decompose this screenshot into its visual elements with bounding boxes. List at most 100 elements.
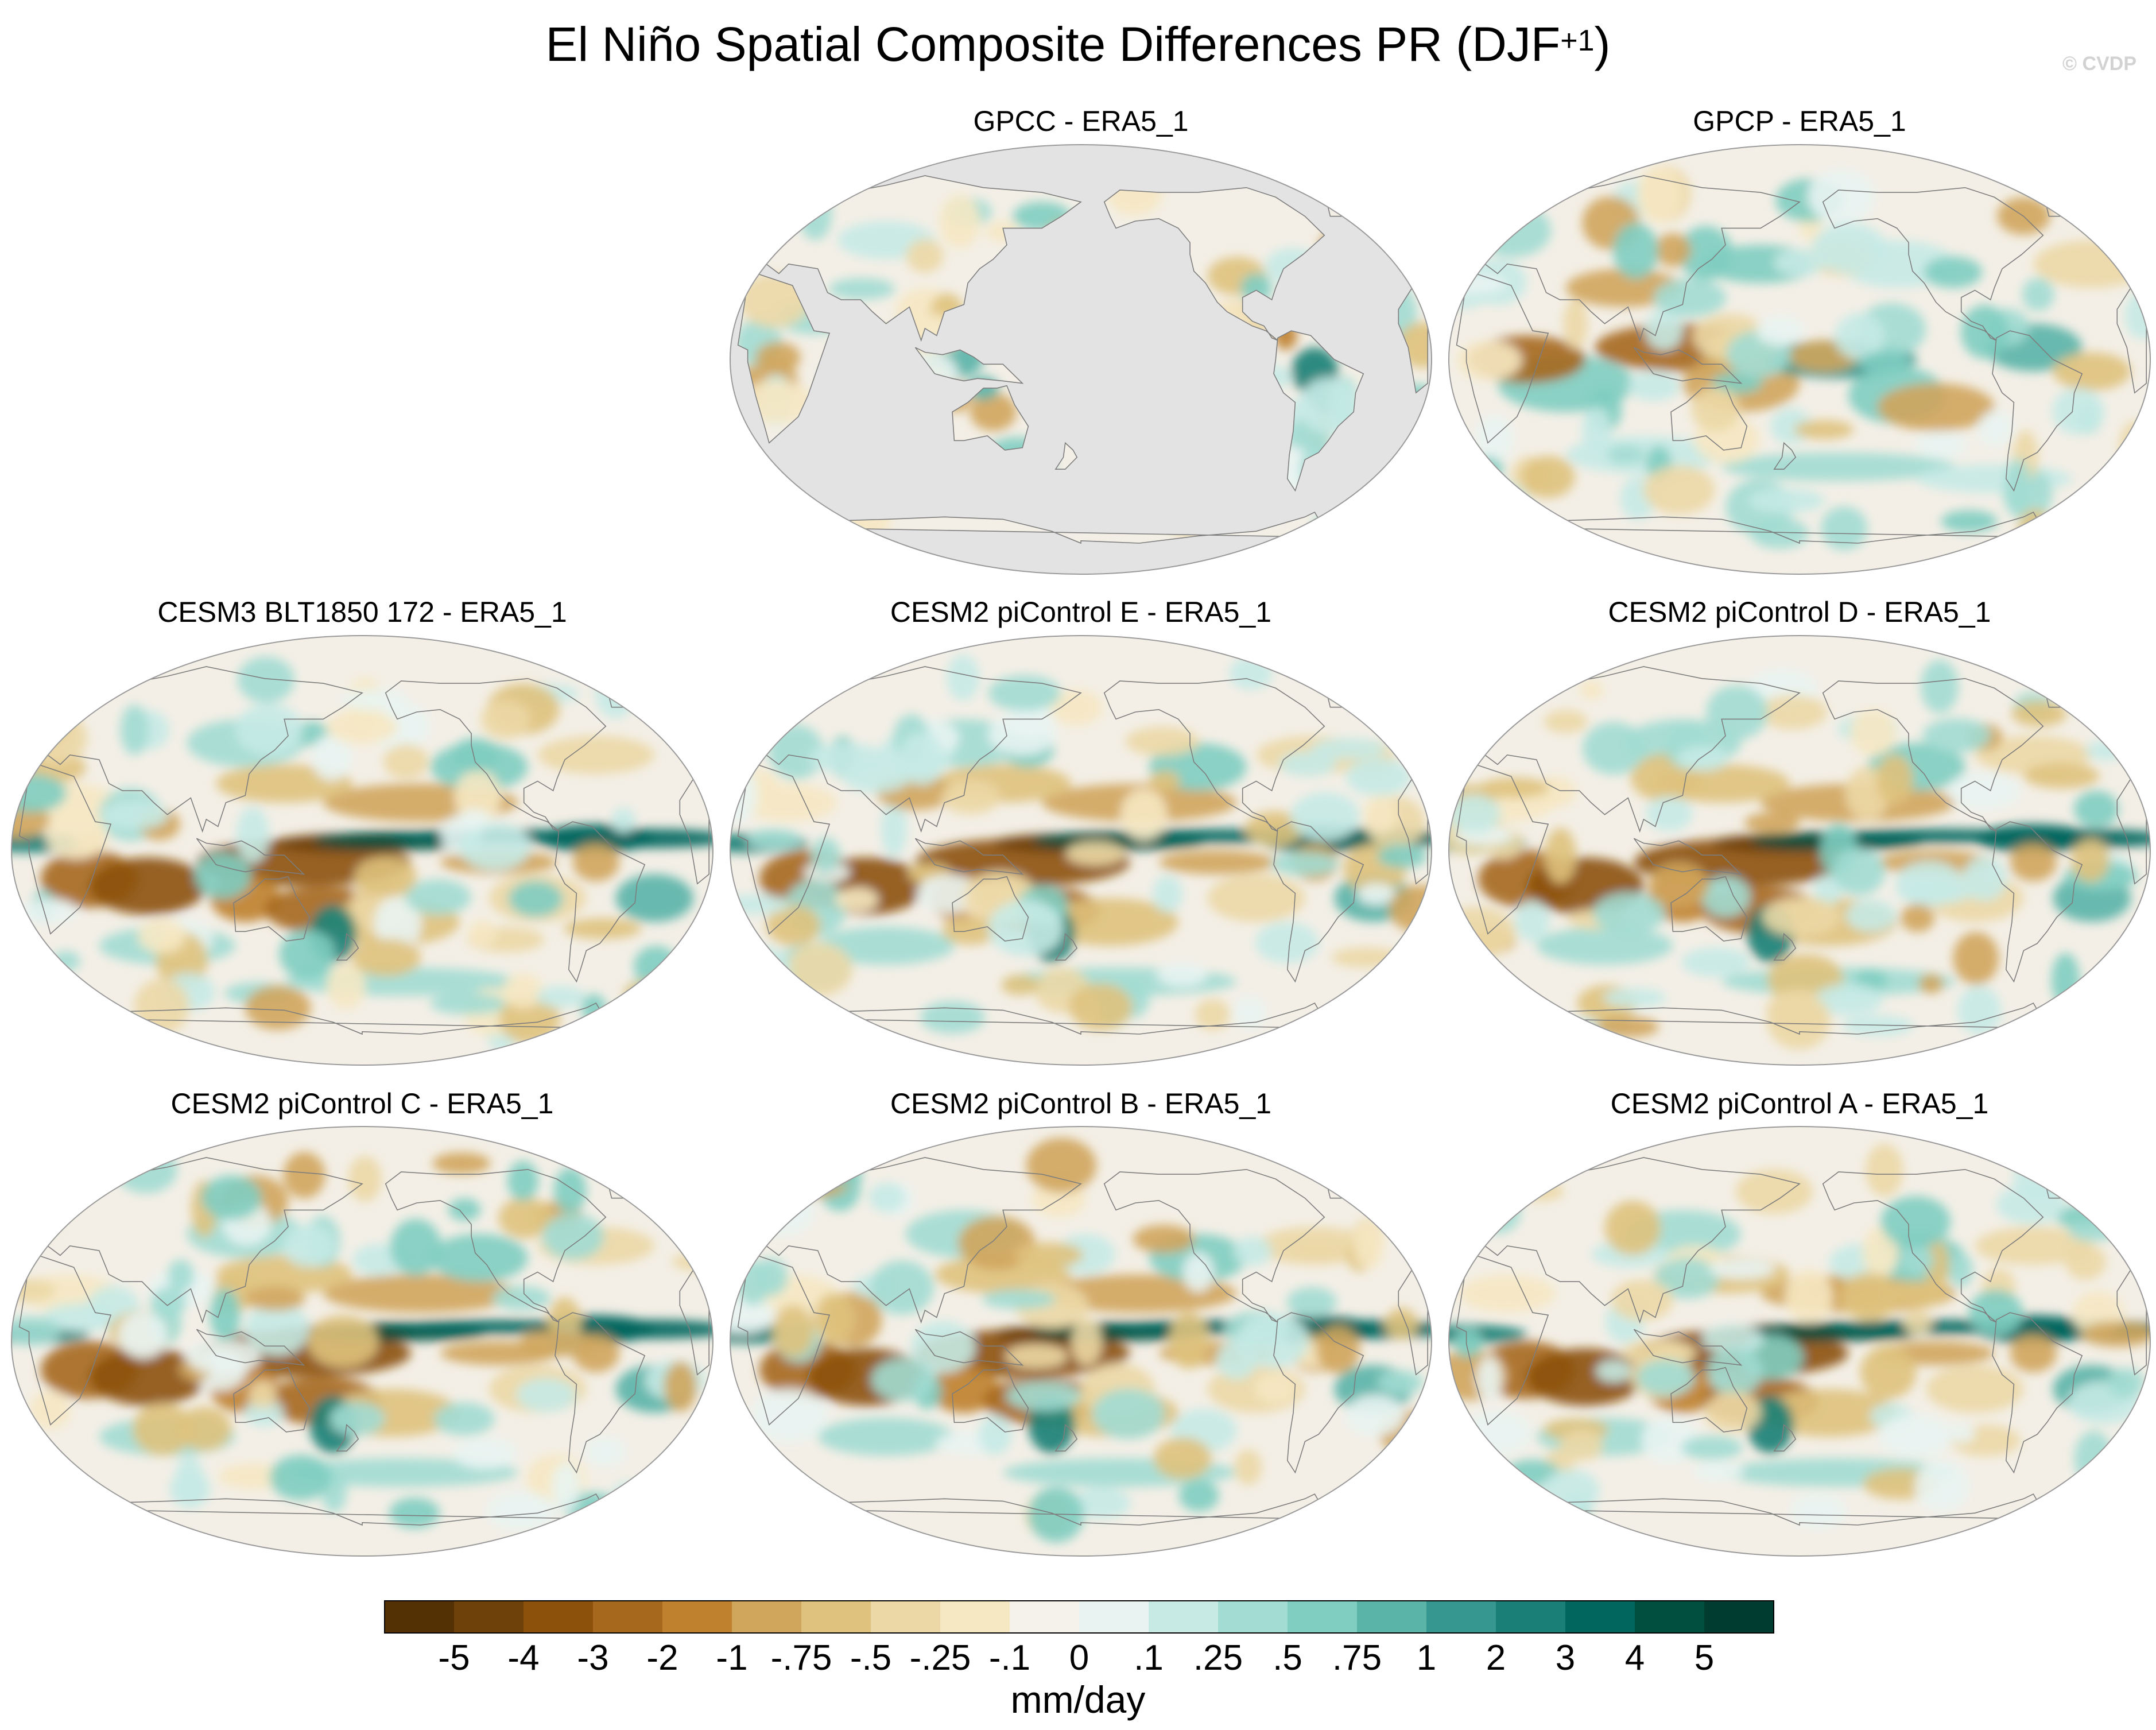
field-anomaly [1596,1360,1632,1383]
field-anomaly [150,1287,187,1317]
field-anomaly [185,1339,261,1375]
coastline [730,511,1393,546]
field-anomaly [1133,1225,1195,1253]
field-anomaly [1234,996,1266,1030]
chart-title-text: El Niño Spatial Composite Differences PR… [545,17,1561,71]
field-anomaly [1453,1328,1483,1358]
colorbar-swatch [1496,1601,1565,1633]
field-anomaly [1762,897,1840,936]
chart-title-close: ) [1594,17,1611,71]
colorbar-swatch [801,1601,871,1633]
field-anomaly [982,1289,1056,1309]
field-anomaly [1794,420,1854,440]
map-border [11,1126,714,1557]
field-anomaly [329,1402,385,1436]
coastline [1633,1329,1743,1366]
field-anomaly [138,919,186,954]
field-anomaly [1385,1307,1418,1340]
field-anomaly [1182,1252,1214,1292]
field-anomaly [11,670,46,693]
coastline [1273,330,1364,492]
field-anomaly [815,1166,863,1185]
field-anomaly [374,896,422,951]
panel-title-cesm2-c: CESM2 piControl C - ERA5_1 [170,1087,554,1120]
field-anomaly [1092,1388,1165,1439]
field-anomaly [1901,904,1935,932]
field-anomaly [1678,226,1733,281]
field-anomaly [1643,465,1715,514]
field-anomaly [1536,927,1673,965]
coastline [1992,330,2083,492]
field-anomaly [2071,838,2110,883]
map-panel-cesm3-blt1850 [11,635,714,1066]
field-anomaly [1398,322,1428,368]
coastline [952,1367,1029,1433]
coastline [737,1252,831,1426]
field-anomaly [1655,233,1691,267]
field-anomaly [1880,1196,1951,1248]
field-anomaly [1455,655,1503,690]
field-anomaly [1466,475,1492,501]
field-anomaly [1961,305,2009,359]
field-anomaly [1649,862,1708,908]
field-anomaly [1393,1183,1432,1240]
field-anomaly [910,1321,975,1373]
field-anomaly [1234,1449,1262,1485]
field-anomaly [430,993,506,1015]
field-anomaly [1120,788,1168,841]
field-anomaly [1545,827,1576,884]
field-anomaly [552,1462,580,1512]
coastline [1273,821,1364,983]
field-anomaly [755,342,801,373]
field-anomaly [1457,340,1522,381]
field-anomaly [201,1175,262,1220]
field-anomaly [1879,1414,1953,1457]
field-anomaly [1953,932,1999,985]
colorbar-swatch [1010,1601,1079,1633]
field-anomaly [1773,249,1825,276]
field-anomaly [1866,1144,1903,1197]
field-anomaly [1026,1137,1097,1193]
field-anomaly [25,711,88,765]
field-anomaly [1475,415,1514,462]
colorbar-swatch [1149,1601,1218,1633]
field-anomaly [1921,660,1959,714]
field-anomaly [249,1380,277,1408]
field-anomaly [1814,983,1883,1016]
field-anomaly [2010,843,2057,881]
field-anomaly [1963,856,2007,901]
field-anomaly [1050,689,1103,726]
field-anomaly [1001,974,1040,996]
coastline [385,1168,607,1323]
coastline [1449,1002,2112,1037]
field-anomaly [453,1437,517,1469]
field-anomaly [389,1497,440,1528]
field-anomaly [459,822,531,871]
field-anomaly [118,1311,168,1359]
field-anomaly [947,655,980,701]
field-anomaly [1706,685,1768,740]
map-border [1448,635,2151,1066]
colorbar-tick-label: 5 [1694,1638,1714,1677]
field-anomaly [177,1407,232,1451]
field-anomaly [2074,791,2119,828]
colorbar-tick-label: -5 [438,1638,470,1677]
field-anomaly [1377,844,1427,868]
field-anomaly [1541,1469,1600,1513]
field-anomaly [1459,479,1529,528]
colorbar-tick-label: 1 [1417,1638,1436,1677]
field-anomaly [1903,1309,1932,1335]
field-anomaly [585,1437,626,1467]
coastline [730,1493,1393,1528]
map-border [730,1126,1432,1557]
field-anomaly [664,681,713,706]
colorbar-tick-label: .25 [1193,1638,1243,1677]
field-anomaly [1565,269,1683,307]
coastline [737,761,831,935]
field-anomaly [1400,972,1430,998]
coastline [1449,511,2112,546]
field-anomaly [244,1399,284,1427]
field-anomaly [1948,1424,1976,1443]
field-anomaly [988,675,1061,711]
coastline [30,666,363,833]
